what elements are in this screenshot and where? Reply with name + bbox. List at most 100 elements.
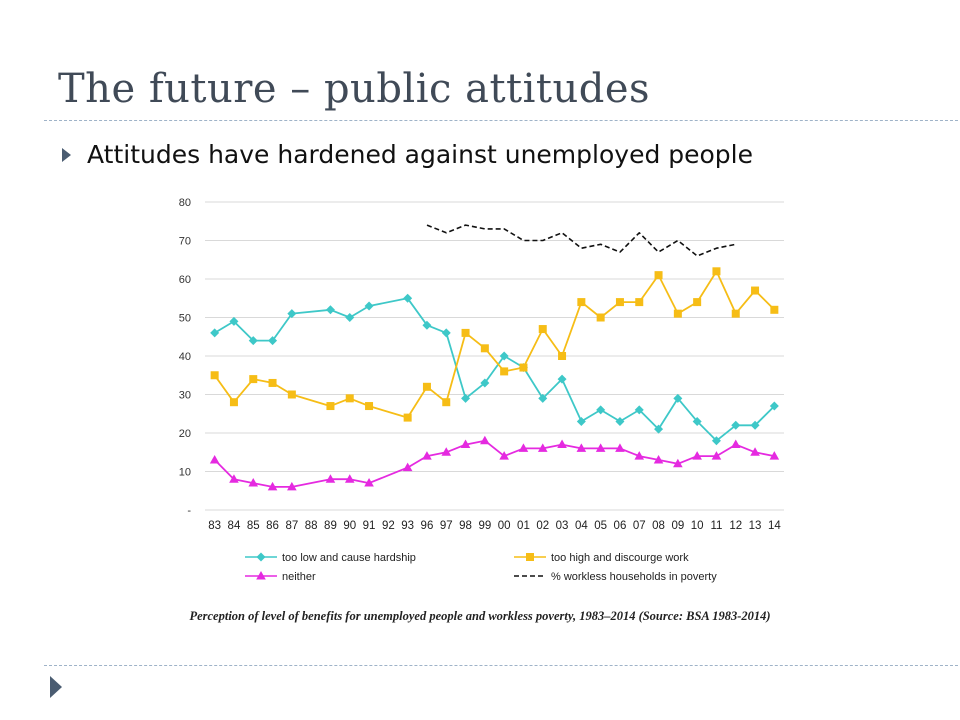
legend-item: too low and cause hardship [245, 552, 416, 564]
legend-item: too high and discourge work [514, 552, 689, 564]
data-point [770, 305, 779, 314]
data-point [229, 316, 239, 326]
title-divider [44, 120, 960, 121]
line-chart: - 10 20 30 40 50 60 70 80 83 84 85 86 87 88 89 90 91 92 93… [179, 197, 784, 583]
series-2 [209, 435, 780, 491]
data-point [519, 363, 528, 372]
data-point [557, 439, 567, 449]
data-point [422, 320, 432, 330]
data-point [731, 309, 740, 318]
legend-label: too low and cause hardship [282, 552, 416, 564]
x-tick-label: 90 [343, 520, 356, 532]
data-point [480, 344, 489, 353]
series-line [214, 297, 776, 442]
data-point [229, 398, 238, 407]
data-point [615, 416, 625, 426]
data-point [364, 301, 374, 311]
data-point [325, 305, 335, 315]
legend-item: % workless households in poverty [514, 571, 717, 583]
chart-series [209, 224, 780, 491]
x-tick-label: 07 [633, 520, 646, 532]
data-point [538, 393, 548, 403]
series-0 [210, 293, 779, 446]
data-point [558, 352, 567, 360]
data-point [712, 267, 721, 276]
data-point [229, 474, 239, 483]
data-point [441, 447, 452, 456]
data-point [654, 271, 663, 280]
data-point [711, 451, 722, 460]
chart-caption: Perception of level of benefits for unem… [189, 609, 771, 623]
data-point [615, 298, 624, 307]
data-point [326, 402, 335, 411]
x-tick-label: 86 [266, 520, 279, 532]
data-point [654, 424, 664, 434]
data-point [422, 451, 432, 460]
x-tick-label: 97 [440, 520, 453, 532]
y-axis-ticks: - 10 20 30 40 50 60 70 80 [179, 197, 192, 517]
x-tick-label: 11 [710, 520, 722, 532]
y-tick-label: 70 [179, 236, 191, 248]
data-point [692, 416, 702, 426]
data-point [422, 382, 431, 391]
data-point [364, 478, 374, 487]
x-tick-label: 02 [536, 520, 549, 532]
chart-legend: too low and cause hardship too high and d… [245, 552, 717, 583]
data-point [769, 401, 779, 411]
data-point [287, 481, 297, 491]
y-tick-label: 20 [179, 428, 191, 440]
legend-label: % workless households in poverty [551, 571, 717, 583]
x-tick-label: 05 [594, 520, 607, 532]
data-point [345, 394, 354, 403]
data-point [499, 351, 509, 361]
series-line [213, 270, 776, 419]
data-point [673, 393, 683, 403]
data-point [441, 328, 451, 338]
x-tick-label: 91 [363, 520, 376, 532]
data-point [615, 443, 625, 452]
legend-item: neither [245, 571, 316, 583]
x-tick-label: 10 [691, 520, 704, 532]
data-point [403, 413, 412, 422]
series-line [214, 439, 775, 488]
data-point [634, 405, 644, 415]
bullet-point: Attitudes have hardened against unemploy… [62, 140, 753, 169]
legend-label: too high and discourge work [551, 552, 689, 564]
y-tick-label: - [187, 505, 191, 517]
data-point [596, 405, 606, 415]
slide-title: The future – public attitudes [58, 66, 651, 112]
y-tick-label: 40 [179, 351, 191, 363]
data-point [499, 451, 509, 460]
y-tick-label: 50 [179, 313, 191, 325]
y-tick-label: 60 [179, 274, 191, 286]
data-point [500, 367, 509, 376]
x-tick-label: 88 [305, 520, 318, 532]
data-point [693, 298, 702, 307]
series-1 [210, 267, 779, 422]
data-point [518, 443, 529, 452]
data-point [673, 309, 682, 318]
x-tick-label: 01 [517, 520, 530, 532]
y-tick-label: 30 [179, 390, 191, 402]
x-tick-label: 14 [768, 520, 781, 532]
data-point [365, 402, 374, 411]
data-point [209, 454, 220, 464]
data-point [576, 443, 587, 452]
data-point [460, 439, 471, 449]
x-tick-label: 96 [421, 520, 434, 532]
x-tick-label: 85 [247, 520, 260, 532]
y-tick-label: 10 [179, 467, 191, 479]
data-point [248, 336, 258, 346]
x-tick-label: 98 [459, 520, 472, 532]
data-point [287, 390, 296, 399]
x-tick-label: 08 [652, 520, 665, 532]
data-point [442, 398, 451, 407]
legend-marker [526, 553, 534, 561]
triangle-right-icon [62, 147, 71, 162]
x-tick-label: 84 [228, 520, 241, 532]
x-tick-label: 00 [498, 520, 511, 532]
data-point [480, 378, 490, 388]
bullet-text: Attitudes have hardened against unemploy… [87, 140, 754, 169]
data-point [268, 336, 278, 346]
x-tick-label: 83 [208, 520, 221, 532]
